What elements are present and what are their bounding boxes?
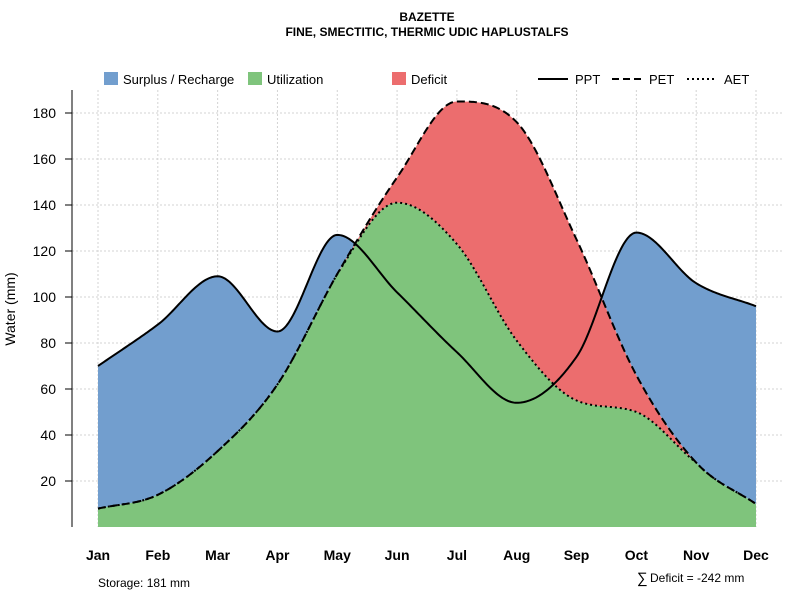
x-tick-label-feb: Feb: [145, 547, 170, 563]
legend-swatch-utilization: [248, 72, 262, 85]
series-lines: [97, 100, 757, 510]
deficit-note: Deficit = -242 mm: [650, 571, 744, 585]
x-tick-label-sep: Sep: [564, 547, 590, 563]
chart-subtitle: FINE, SMECTITIC, THERMIC UDIC HAPLUSTALF…: [285, 25, 568, 39]
x-axis-ticks: Jan Feb Mar Apr May Jun Jul Aug Sep Oct Nov Dec: [86, 547, 769, 563]
area-deficit: [98, 101, 756, 509]
chart-title: BAZETTE: [399, 10, 454, 24]
area-surplus-recharge: [98, 101, 756, 509]
y-tick-label-140: 140: [33, 197, 57, 213]
x-tick-label-aug: Aug: [503, 547, 530, 563]
storage-note: Storage: 181 mm: [98, 576, 190, 590]
area-fills: [98, 101, 756, 527]
sum-symbol-icon: ∑: [637, 570, 648, 587]
series-line-ppt: [97, 231, 757, 404]
y-tick-label-80: 80: [40, 335, 56, 351]
x-tick-label-dec: Dec: [743, 547, 769, 563]
y-tick-label-20: 20: [40, 473, 56, 489]
legend-swatch-deficit: [392, 72, 406, 85]
y-axis-label: Water (mm): [2, 272, 18, 345]
x-tick-label-jun: Jun: [385, 547, 410, 563]
area-utilization: [98, 202, 756, 527]
y-tick-label-160: 160: [33, 151, 57, 167]
y-tick-label-180: 180: [33, 105, 57, 121]
legend-label-pet: PET: [649, 72, 674, 87]
x-tick-label-jan: Jan: [86, 547, 110, 563]
y-tick-label-120: 120: [33, 243, 57, 259]
y-tick-label-60: 60: [40, 381, 56, 397]
legend-label-utilization: Utilization: [267, 72, 323, 87]
legend-swatch-surplus: [104, 72, 118, 85]
y-tick-label-40: 40: [40, 427, 56, 443]
x-tick-label-oct: Oct: [625, 547, 649, 563]
y-tick-label-100: 100: [33, 289, 57, 305]
x-tick-label-mar: Mar: [205, 547, 230, 563]
x-tick-label-may: May: [324, 547, 351, 563]
legend-label-ppt: PPT: [575, 72, 600, 87]
x-tick-label-apr: Apr: [265, 547, 290, 563]
x-tick-label-nov: Nov: [683, 547, 710, 563]
x-tick-label-jul: Jul: [447, 547, 467, 563]
legend-label-deficit: Deficit: [411, 72, 448, 87]
legend-label-aet: AET: [724, 72, 749, 87]
series-line-pet: [97, 100, 757, 510]
y-axis-ticks: 20 40 60 80 100 120 140 160 180: [33, 105, 72, 489]
legend: Surplus / Recharge Utilization Deficit P…: [104, 72, 749, 87]
legend-label-surplus: Surplus / Recharge: [123, 72, 234, 87]
